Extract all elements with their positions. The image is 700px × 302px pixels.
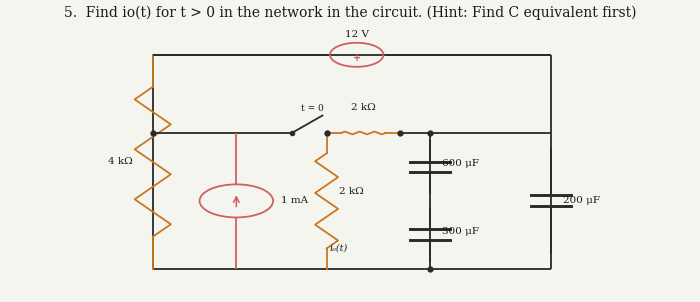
Text: iₒ(t): iₒ(t) xyxy=(329,243,347,252)
Text: 5.  Find io(t) for t > 0 in the network in the circuit. (Hint: Find C equivalent: 5. Find io(t) for t > 0 in the network i… xyxy=(64,5,636,20)
Text: 1 mA: 1 mA xyxy=(281,196,308,205)
Text: 600 μF: 600 μF xyxy=(442,159,480,169)
Text: +: + xyxy=(353,53,360,63)
Text: 2 kΩ: 2 kΩ xyxy=(351,103,376,112)
Text: 300 μF: 300 μF xyxy=(442,227,480,236)
Text: 2 kΩ: 2 kΩ xyxy=(339,187,363,196)
Text: 4 kΩ: 4 kΩ xyxy=(108,157,133,166)
Text: 12 V: 12 V xyxy=(344,30,369,39)
Text: t = 0: t = 0 xyxy=(301,104,324,113)
Text: 200 μF: 200 μF xyxy=(563,196,600,205)
